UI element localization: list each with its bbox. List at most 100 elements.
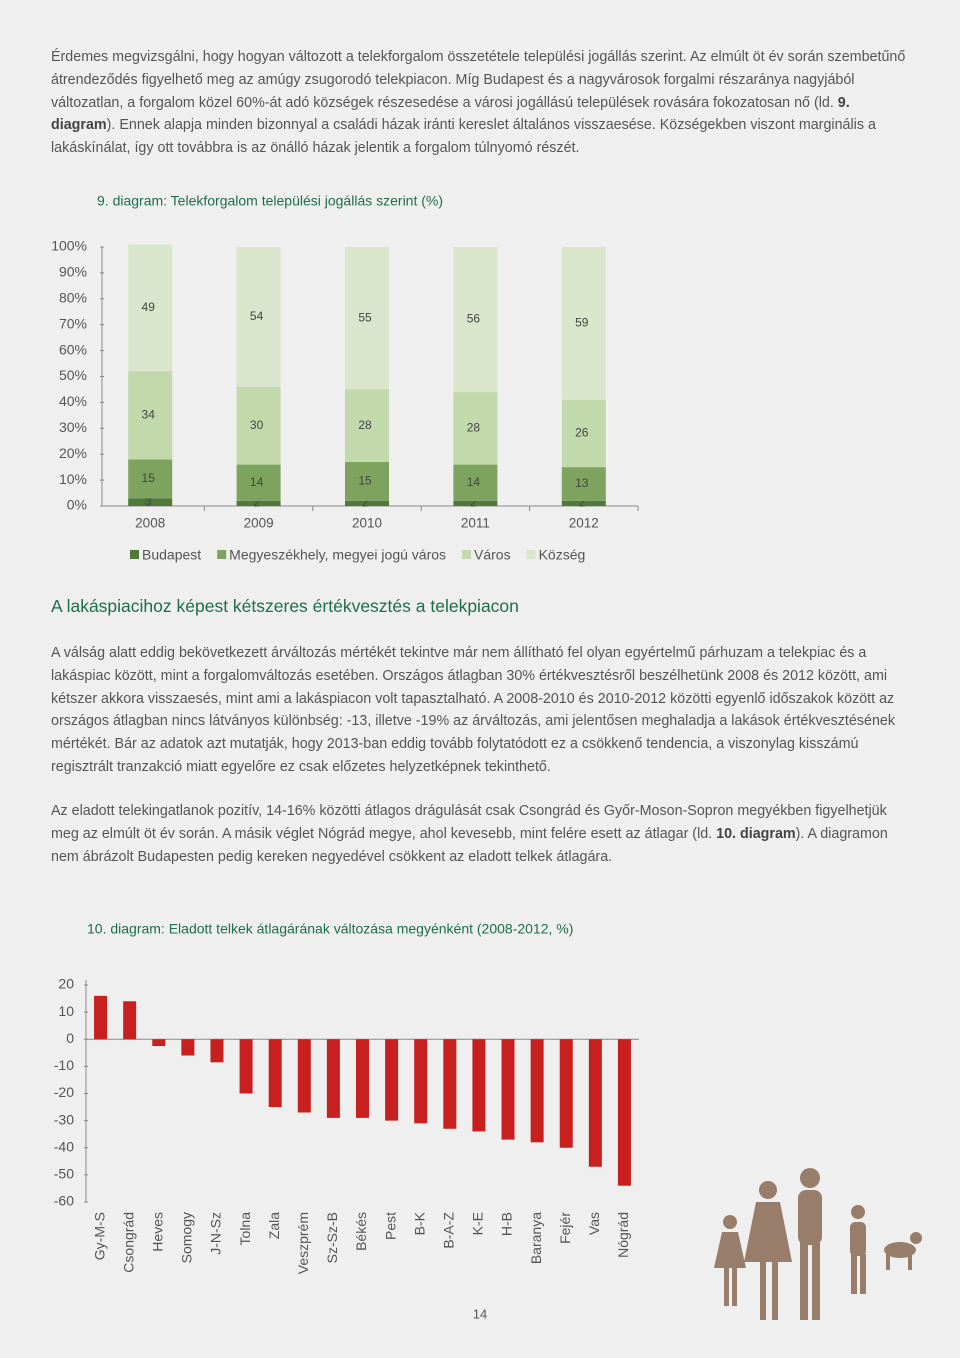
- y-tick-label: -20: [54, 1084, 74, 1100]
- chart-title: 10. diagram: Eladott telkek átlagárának …: [87, 921, 573, 937]
- data-label: 28: [358, 418, 372, 432]
- heading: A lakáspiacihoz képest kétszeres értékve…: [51, 596, 519, 616]
- x-tick-label: H-B: [499, 1212, 515, 1236]
- data-label: 2: [253, 496, 260, 510]
- bar-segment: [561, 467, 606, 501]
- x-tick-label: Csongrád: [120, 1212, 136, 1273]
- paragraph: Az eladott telekingatlanok pozitív, 14-1…: [51, 800, 916, 868]
- bar-segment: [345, 500, 389, 506]
- text: ). Ennek alapja minden bizonnyal a csalá…: [51, 117, 876, 157]
- data-label: 13: [575, 476, 589, 490]
- y-tick-label: 10%: [59, 471, 87, 487]
- y-tick-label: -50: [54, 1166, 74, 1182]
- bar-segment: [453, 392, 498, 465]
- family-illustration: [714, 1168, 922, 1320]
- x-tick-label: J-N-Sz: [208, 1212, 224, 1255]
- x-tick-label: Nógrád: [615, 1212, 631, 1258]
- x-tick-label: 2011: [461, 516, 490, 531]
- y-tick-label: 10: [58, 1003, 74, 1019]
- x-tick-label: 2008: [135, 516, 165, 531]
- y-tick-label: -30: [54, 1111, 74, 1127]
- data-label: 49: [142, 300, 156, 314]
- bar-segment: [236, 500, 281, 506]
- bar: [94, 995, 108, 1040]
- x-tick-label: 2012: [569, 516, 599, 531]
- x-tick-label: Békés: [353, 1212, 369, 1251]
- y-tick-label: 70%: [59, 315, 87, 331]
- legend-swatch: [217, 550, 227, 559]
- data-label: 30: [250, 418, 264, 432]
- data-label: 26: [575, 426, 589, 440]
- text: 10. diagram: [716, 825, 796, 842]
- bar-segment: [128, 459, 173, 499]
- bar-segment: [236, 464, 281, 501]
- bar-segment: [345, 247, 389, 390]
- data-label: 14: [250, 475, 264, 489]
- bar: [326, 1039, 340, 1118]
- bar-segment: [345, 461, 389, 501]
- data-label: 2: [578, 496, 585, 510]
- page-number: 14: [473, 1306, 487, 1321]
- bar: [268, 1039, 282, 1108]
- legend-swatch: [130, 550, 139, 559]
- y-tick-label: 20: [58, 976, 74, 992]
- bar: [123, 1001, 137, 1040]
- data-label: 59: [575, 316, 589, 330]
- x-tick-label: Zala: [266, 1212, 282, 1239]
- bar: [559, 1039, 573, 1148]
- text: 9. diagram: [51, 94, 850, 134]
- bar-segment: [561, 399, 606, 468]
- x-tick-label: Pest: [382, 1212, 398, 1240]
- paragraph: Érdemes megvizsgálni, hogy hogyan változ…: [51, 46, 916, 160]
- legend-label: Város: [474, 547, 511, 563]
- text: Az eladott telekingatlanok pozitív, 14-1…: [51, 803, 887, 842]
- x-tick-label: 2009: [244, 516, 274, 531]
- y-tick-label: 90%: [59, 264, 87, 280]
- data-label: 3: [145, 494, 152, 508]
- text: Érdemes megvizsgálni, hogy hogyan változ…: [51, 49, 906, 111]
- bar-segment: [561, 247, 606, 400]
- bar: [297, 1039, 311, 1113]
- bar: [181, 1039, 195, 1056]
- bar: [356, 1039, 369, 1118]
- y-tick-label: 0: [66, 1030, 74, 1046]
- bar-segment: [561, 500, 606, 506]
- x-tick-label: Vas: [586, 1212, 602, 1235]
- x-tick-label: Baranya: [528, 1212, 544, 1264]
- x-tick-label: Veszprém: [295, 1212, 311, 1274]
- data-label: 14: [467, 475, 481, 489]
- bar: [501, 1039, 515, 1140]
- x-tick-label: B-K: [411, 1211, 427, 1235]
- legend-label: Megyeszékhely, megyei jogú város: [229, 547, 446, 563]
- data-label: 15: [358, 474, 372, 488]
- x-tick-label: Heves: [149, 1212, 165, 1252]
- bar-segment: [345, 389, 389, 462]
- x-tick-label: B-A-Z: [441, 1212, 457, 1249]
- bar: [472, 1039, 486, 1132]
- bar: [530, 1039, 544, 1143]
- bar-segment: [236, 386, 281, 465]
- y-tick-label: 30%: [59, 419, 87, 435]
- x-tick-label: K-E: [470, 1212, 486, 1235]
- y-tick-label: -10: [54, 1057, 74, 1073]
- data-label: 28: [467, 420, 481, 434]
- x-tick-label: 2010: [352, 516, 382, 531]
- bar-segment: [128, 371, 173, 460]
- data-label: 2: [362, 496, 369, 510]
- legend-label: Budapest: [142, 547, 201, 563]
- bar-segment: [453, 500, 498, 506]
- bar: [414, 1039, 428, 1124]
- bar: [617, 1039, 631, 1186]
- x-tick-label: Sz-Sz-B: [324, 1212, 340, 1263]
- text: ). A diagramon nem ábrázolt Budapesten p…: [51, 825, 888, 865]
- y-tick-label: 0%: [67, 497, 87, 513]
- data-label: 15: [142, 471, 156, 485]
- legend-swatch: [462, 550, 472, 559]
- paragraph: A válság alatt eddig bekövetkezett árvál…: [51, 645, 895, 775]
- bar-segment: [128, 498, 173, 506]
- x-tick-label: Tolna: [237, 1212, 253, 1246]
- y-tick-label: -40: [54, 1138, 74, 1154]
- data-label: 2: [470, 496, 477, 510]
